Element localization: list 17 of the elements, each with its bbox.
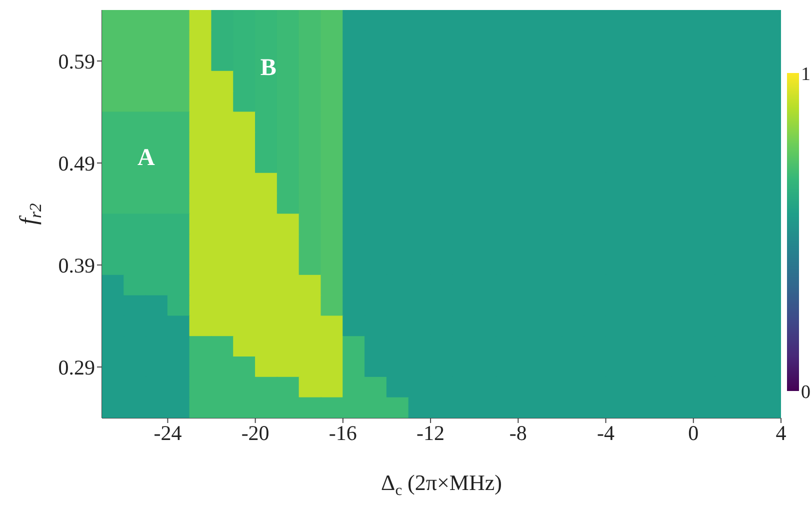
x-tick-label: -4 bbox=[597, 420, 616, 445]
annotation: B bbox=[260, 55, 276, 82]
x-axis-title: Δ$_{c}$ (2π×MHz) bbox=[381, 470, 502, 498]
x-tick-label: -20 bbox=[241, 420, 270, 445]
x-tick-label: -24 bbox=[154, 420, 182, 445]
x-tick-label: -16 bbox=[328, 420, 357, 445]
y-tick-label: 0.29 bbox=[58, 355, 95, 380]
annotation: A bbox=[137, 144, 156, 171]
x-tick-label: -8 bbox=[509, 420, 527, 445]
color-bar-label: 0 bbox=[801, 382, 810, 403]
x-tick-label: -12 bbox=[416, 420, 445, 445]
y-tick-label: 0.39 bbox=[58, 253, 95, 278]
x-tick-label: 4 bbox=[776, 420, 787, 445]
y-tick-label: 0.49 bbox=[58, 151, 95, 176]
y-tick-label: 0.59 bbox=[58, 49, 95, 74]
color-bar-label: 1 bbox=[801, 64, 810, 85]
x-tick-label: 0 bbox=[688, 420, 699, 445]
